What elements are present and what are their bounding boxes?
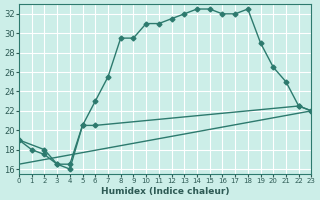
X-axis label: Humidex (Indice chaleur): Humidex (Indice chaleur) bbox=[101, 187, 229, 196]
